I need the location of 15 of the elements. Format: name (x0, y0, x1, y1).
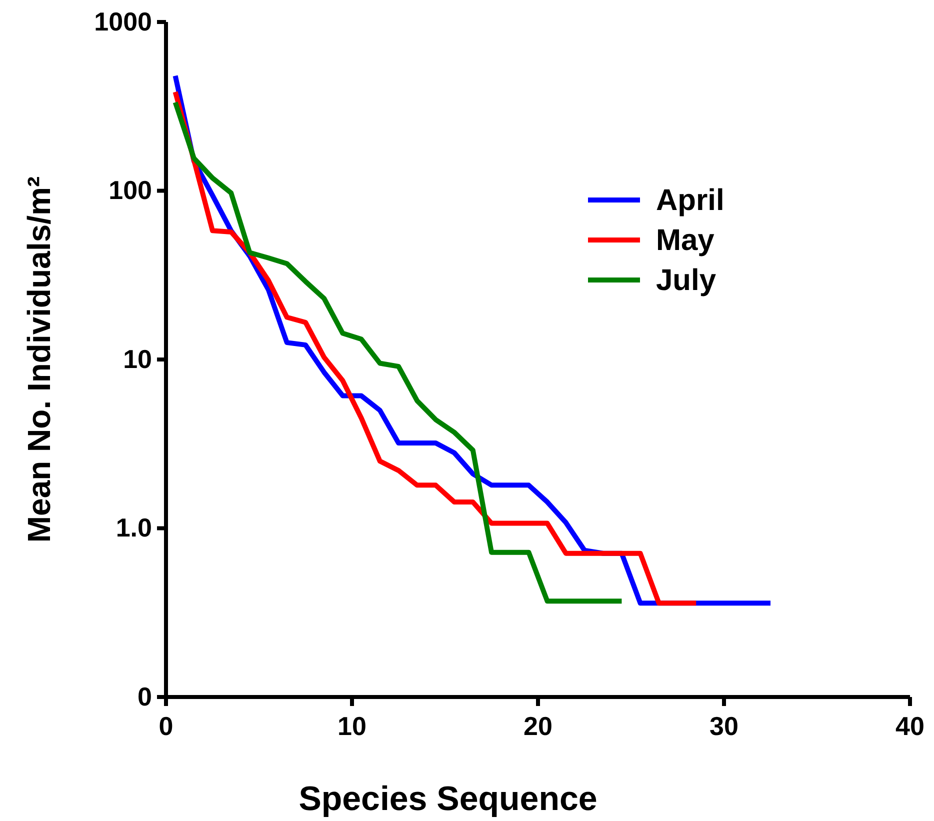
legend-label: July (656, 264, 716, 297)
y-tick-label: 0 (138, 681, 152, 712)
legend-label: May (656, 224, 715, 257)
y-tick-label: 1.0 (116, 512, 152, 543)
y-axis-title: Mean No. Individuals/m² (21, 176, 57, 543)
legend-label: April (656, 184, 724, 217)
x-tick-label: 30 (710, 711, 738, 741)
x-tick-label: 0 (158, 711, 174, 741)
x-tick-label: 10 (338, 711, 366, 741)
y-tick-label: 100 (108, 175, 152, 206)
y-tick-label: 1000 (94, 6, 152, 36)
x-axis-title: Species Sequence (298, 780, 598, 818)
y-tick-label: 10 (123, 344, 152, 374)
x-tick-label: 40 (896, 711, 924, 741)
x-tick-label: 20 (524, 711, 552, 741)
